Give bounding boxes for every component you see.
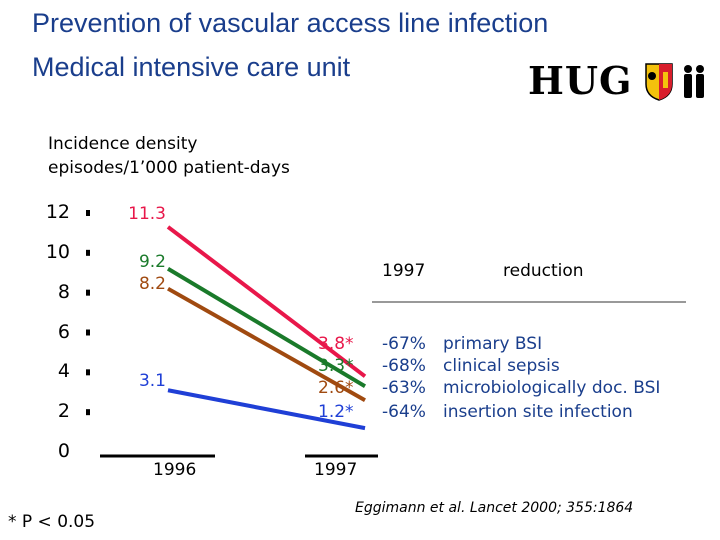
slide-title-line2: Medical intensive care unit xyxy=(32,52,351,82)
y-axis-label-line1: Incidence density xyxy=(48,134,198,154)
x-category-1996: 1996 xyxy=(153,460,197,480)
data-label-1996: 9.2 xyxy=(138,252,166,272)
data-label-1996: 3.1 xyxy=(138,371,166,391)
y-tick-label: 6 xyxy=(57,320,70,343)
header-divider xyxy=(372,301,686,303)
reduction-percent: -64% xyxy=(382,402,426,422)
series-name: primary BSI xyxy=(443,334,543,354)
series-line xyxy=(167,388,366,431)
reduction-percent: -68% xyxy=(382,356,426,376)
col-header-year: 1997 xyxy=(382,261,426,281)
y-tick-label: 2 xyxy=(57,400,70,423)
x-category-1997: 1997 xyxy=(314,460,358,480)
hug-logo: HUG xyxy=(528,58,708,104)
data-label-1996: 8.2 xyxy=(138,274,166,294)
series-line xyxy=(166,267,367,388)
data-label-1996: 11.3 xyxy=(128,204,166,224)
col-header-reduction: reduction xyxy=(503,261,584,281)
slide-title-line1: Prevention of vascular access line infec… xyxy=(32,8,549,38)
series-name: clinical sepsis xyxy=(443,356,560,376)
geneva-shield-icon xyxy=(645,63,704,101)
y-tick-label: 12 xyxy=(45,201,70,223)
y-tick-mark xyxy=(86,409,90,416)
reduction-percent: -63% xyxy=(382,378,426,398)
y-tick-mark xyxy=(86,249,90,256)
data-label-1997: 1.2* xyxy=(318,402,354,422)
series-line xyxy=(166,225,367,378)
people-icon xyxy=(684,65,704,98)
reduction-percent: -67% xyxy=(382,334,426,354)
y-tick-label: 4 xyxy=(57,360,70,383)
y-tick-mark xyxy=(86,329,90,336)
data-label-1997: 3.8* xyxy=(318,334,354,354)
y-tick-label: 10 xyxy=(45,240,70,263)
footnote: * P < 0.05 xyxy=(8,512,96,532)
y-tick-mark xyxy=(86,289,90,296)
y-tick-label: 8 xyxy=(57,280,70,303)
y-tick-label: 0 xyxy=(57,440,70,462)
series-name: microbiologically doc. BSI xyxy=(443,378,661,398)
source-citation: Eggimann et al. Lancet 2000; 355:1864 xyxy=(355,500,634,516)
y-tick-mark xyxy=(86,369,90,376)
data-label-1997: 2.6* xyxy=(318,378,354,398)
hug-logo-text: HUG xyxy=(528,58,633,103)
y-tick-mark xyxy=(86,210,90,216)
series-name: insertion site infection xyxy=(443,402,633,422)
y-axis-label-line2: episodes/1’000 patient-days xyxy=(48,158,290,178)
series-line xyxy=(167,286,366,402)
data-label-1997: 3.3* xyxy=(318,356,354,376)
